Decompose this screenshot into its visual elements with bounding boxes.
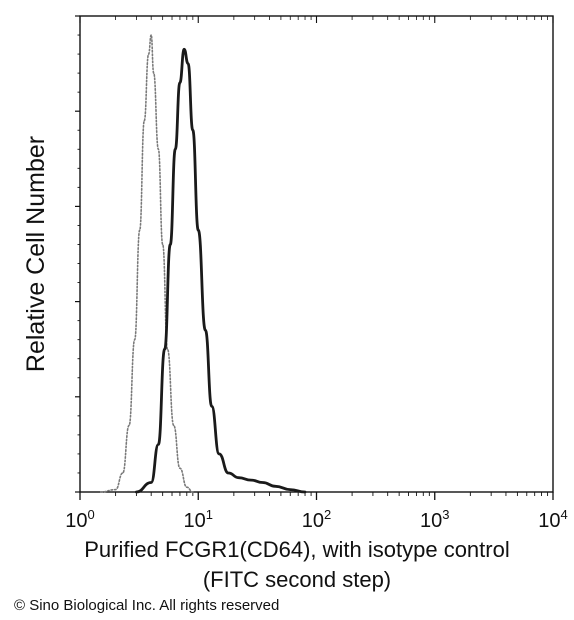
histogram-point: [143, 120, 145, 122]
histogram-point: [218, 453, 220, 455]
histogram-point: [122, 472, 124, 474]
histogram-point: [183, 48, 185, 50]
histogram-point: [139, 229, 141, 231]
x-tick-base: 10: [420, 510, 442, 532]
histogram-point: [227, 472, 229, 474]
fcgr1-histogram: [135, 47, 307, 494]
histogram-point: [166, 348, 169, 350]
x-tick-exponent: 2: [324, 507, 331, 522]
histogram-point: [179, 82, 181, 84]
histogram-point: [238, 477, 240, 479]
histogram-point: [250, 479, 252, 481]
histogram-point: [157, 148, 159, 150]
x-tick-label: 101: [184, 507, 213, 532]
x-axis-title-line2: (FITC second step): [203, 567, 391, 592]
histogram-point: [211, 405, 213, 407]
y-axis-ticks: [75, 15, 80, 493]
histogram-point: [153, 72, 155, 74]
histogram-point: [174, 148, 176, 150]
y-axis-title: Relative Cell Number: [22, 136, 50, 372]
x-tick-exponent: 0: [88, 507, 95, 522]
histogram-point: [164, 348, 166, 350]
histogram-point: [179, 467, 181, 469]
histogram-point: [162, 243, 164, 246]
histogram-point: [304, 491, 306, 493]
histogram-point: [187, 63, 189, 65]
x-tick-exponent: 1: [206, 507, 213, 522]
histogram-point: [289, 489, 291, 491]
histogram-point: [157, 443, 159, 445]
histogram-point: [150, 481, 152, 484]
histogram-point: [262, 481, 264, 484]
x-tick-label: 102: [302, 507, 331, 532]
histogram-point: [173, 424, 175, 426]
histogram-point: [128, 424, 130, 426]
x-tick-labels: 100 101 102 103 104: [65, 507, 567, 532]
histogram-point: [186, 486, 188, 488]
histogram-point: [135, 491, 137, 493]
histogram-point: [274, 485, 277, 487]
x-axis-title: Purified FCGR1(CD64), with isotype contr…: [84, 537, 509, 562]
histogram-point: [197, 229, 199, 231]
histogram-point: [169, 243, 171, 246]
x-tick-base: 10: [302, 510, 324, 532]
histogram-point: [192, 129, 194, 131]
x-tick-base: 10: [538, 510, 560, 532]
copyright-notice: © Sino Biological Inc. All rights reserv…: [14, 597, 280, 614]
plot-frame: [79, 15, 554, 493]
histogram-point: [134, 339, 136, 341]
series-layer: [100, 34, 307, 494]
x-tick-exponent: 4: [561, 507, 568, 522]
x-tick-base: 10: [65, 510, 87, 532]
histogram-point: [204, 329, 206, 331]
histogram-point: [192, 491, 194, 493]
x-tick-label: 104: [538, 507, 567, 532]
x-axis-ticks: [79, 16, 554, 500]
histogram-point: [100, 491, 102, 493]
x-tick-base: 10: [184, 510, 206, 532]
histogram-point: [150, 34, 152, 36]
plot-border: [79, 15, 554, 493]
histogram-point: [115, 489, 117, 491]
x-tick-label: 100: [65, 507, 94, 532]
x-tick-label: 103: [420, 507, 449, 532]
histogram-point: [148, 53, 150, 55]
x-tick-exponent: 3: [442, 507, 449, 522]
